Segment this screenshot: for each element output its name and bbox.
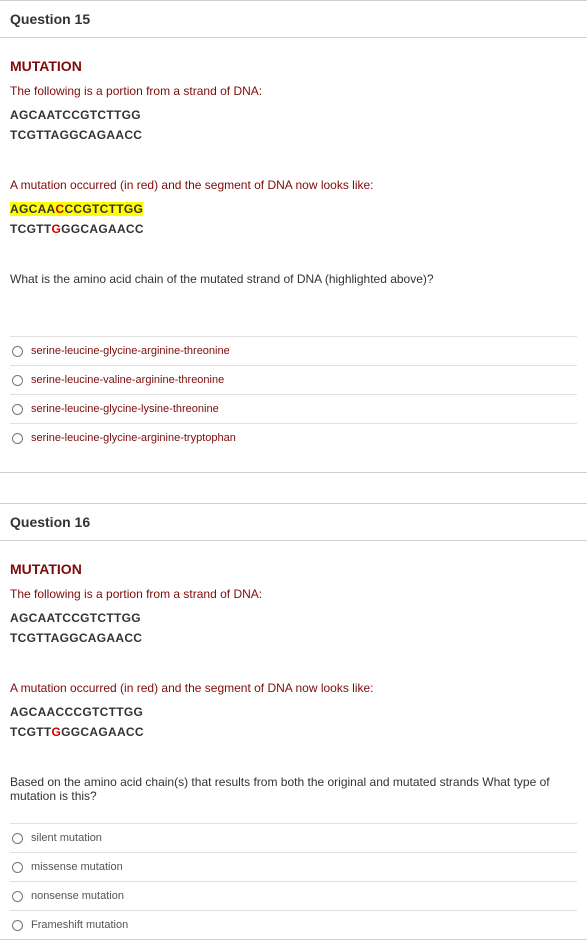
- q15-option-2-label: serine-leucine-valine-arginine-threonine: [31, 374, 224, 386]
- q15-option-2[interactable]: serine-leucine-valine-arginine-threonine: [10, 366, 577, 395]
- q15-radio-1[interactable]: [12, 346, 23, 357]
- intro-text-2-16: A mutation occurred (in red) and the seg…: [10, 681, 577, 695]
- q16-option-1-label: silent mutation: [31, 832, 102, 844]
- q16-option-3-label: nonsense mutation: [31, 890, 124, 902]
- question-16: Question 16 MUTATION The following is a …: [0, 503, 587, 940]
- q16-radio-3[interactable]: [12, 891, 23, 902]
- mutated-strand-2-16: TCGTTGGGCAGAACC: [10, 725, 577, 739]
- mutated-strand-2: TCGTTGGGCAGAACC: [10, 222, 577, 236]
- mut2-post: GGCAGAACC: [61, 222, 144, 236]
- q15-radio-4[interactable]: [12, 433, 23, 444]
- q16-option-2[interactable]: missense mutation: [10, 853, 577, 882]
- q15-option-1-label: serine-leucine-glycine-arginine-threonin…: [31, 345, 230, 357]
- original-strand-2-16: TCGTTAGGCAGAACC: [10, 631, 577, 645]
- question-15: Question 15 MUTATION The following is a …: [0, 0, 587, 473]
- intro-text-1: The following is a portion from a strand…: [10, 84, 577, 98]
- mutation-heading: MUTATION: [10, 58, 577, 74]
- q15-option-3-label: serine-leucine-glycine-lysine-threonine: [31, 403, 219, 415]
- q16-radio-2[interactable]: [12, 862, 23, 873]
- question-15-header: Question 15: [0, 1, 587, 37]
- q16-radio-4[interactable]: [12, 920, 23, 931]
- mutation-heading-16: MUTATION: [10, 561, 577, 577]
- mut1-pre-16: AGCAACCCGTCTTGG: [10, 705, 143, 719]
- mut2-post-16: GGCAGAACC: [61, 725, 144, 739]
- mut2-red-16: G: [52, 725, 62, 739]
- q16-option-4[interactable]: Frameshift mutation: [10, 911, 577, 939]
- original-strand-1-16: AGCAATCCGTCTTGG: [10, 611, 577, 625]
- intro-text-1-16: The following is a portion from a strand…: [10, 587, 577, 601]
- q15-radio-2[interactable]: [12, 375, 23, 386]
- mut1-post: CCGTCTTGG: [64, 202, 143, 216]
- original-strand-2: TCGTTAGGCAGAACC: [10, 128, 577, 142]
- q16-options: silent mutation missense mutation nonsen…: [10, 823, 577, 939]
- mutated-strand-1-16: AGCAACCCGTCTTGG: [10, 705, 577, 719]
- q15-options: serine-leucine-glycine-arginine-threonin…: [10, 336, 577, 452]
- q16-option-1[interactable]: silent mutation: [10, 824, 577, 853]
- q15-option-3[interactable]: serine-leucine-glycine-lysine-threonine: [10, 395, 577, 424]
- q15-radio-3[interactable]: [12, 404, 23, 415]
- mut2-red: G: [52, 222, 62, 236]
- mut2-pre-16: TCGTT: [10, 725, 52, 739]
- q15-option-1[interactable]: serine-leucine-glycine-arginine-threonin…: [10, 337, 577, 366]
- question-16-body: MUTATION The following is a portion from…: [0, 540, 587, 939]
- q16-option-3[interactable]: nonsense mutation: [10, 882, 577, 911]
- intro-text-2: A mutation occurred (in red) and the seg…: [10, 178, 577, 192]
- q16-option-2-label: missense mutation: [31, 861, 123, 873]
- mut2-pre: TCGTT: [10, 222, 52, 236]
- q15-option-4-label: serine-leucine-glycine-arginine-tryptoph…: [31, 432, 236, 444]
- q16-radio-1[interactable]: [12, 833, 23, 844]
- original-strand-1: AGCAATCCGTCTTGG: [10, 108, 577, 122]
- mut1-pre: AGCAA: [10, 202, 56, 216]
- question-text: What is the amino acid chain of the muta…: [10, 272, 577, 286]
- question-16-header: Question 16: [0, 504, 587, 540]
- q16-option-4-label: Frameshift mutation: [31, 919, 128, 931]
- mutated-strand-1: AGCAACCCGTCTTGG: [10, 202, 577, 216]
- question-text-16: Based on the amino acid chain(s) that re…: [10, 775, 577, 803]
- question-15-body: MUTATION The following is a portion from…: [0, 37, 587, 472]
- q15-option-4[interactable]: serine-leucine-glycine-arginine-tryptoph…: [10, 424, 577, 452]
